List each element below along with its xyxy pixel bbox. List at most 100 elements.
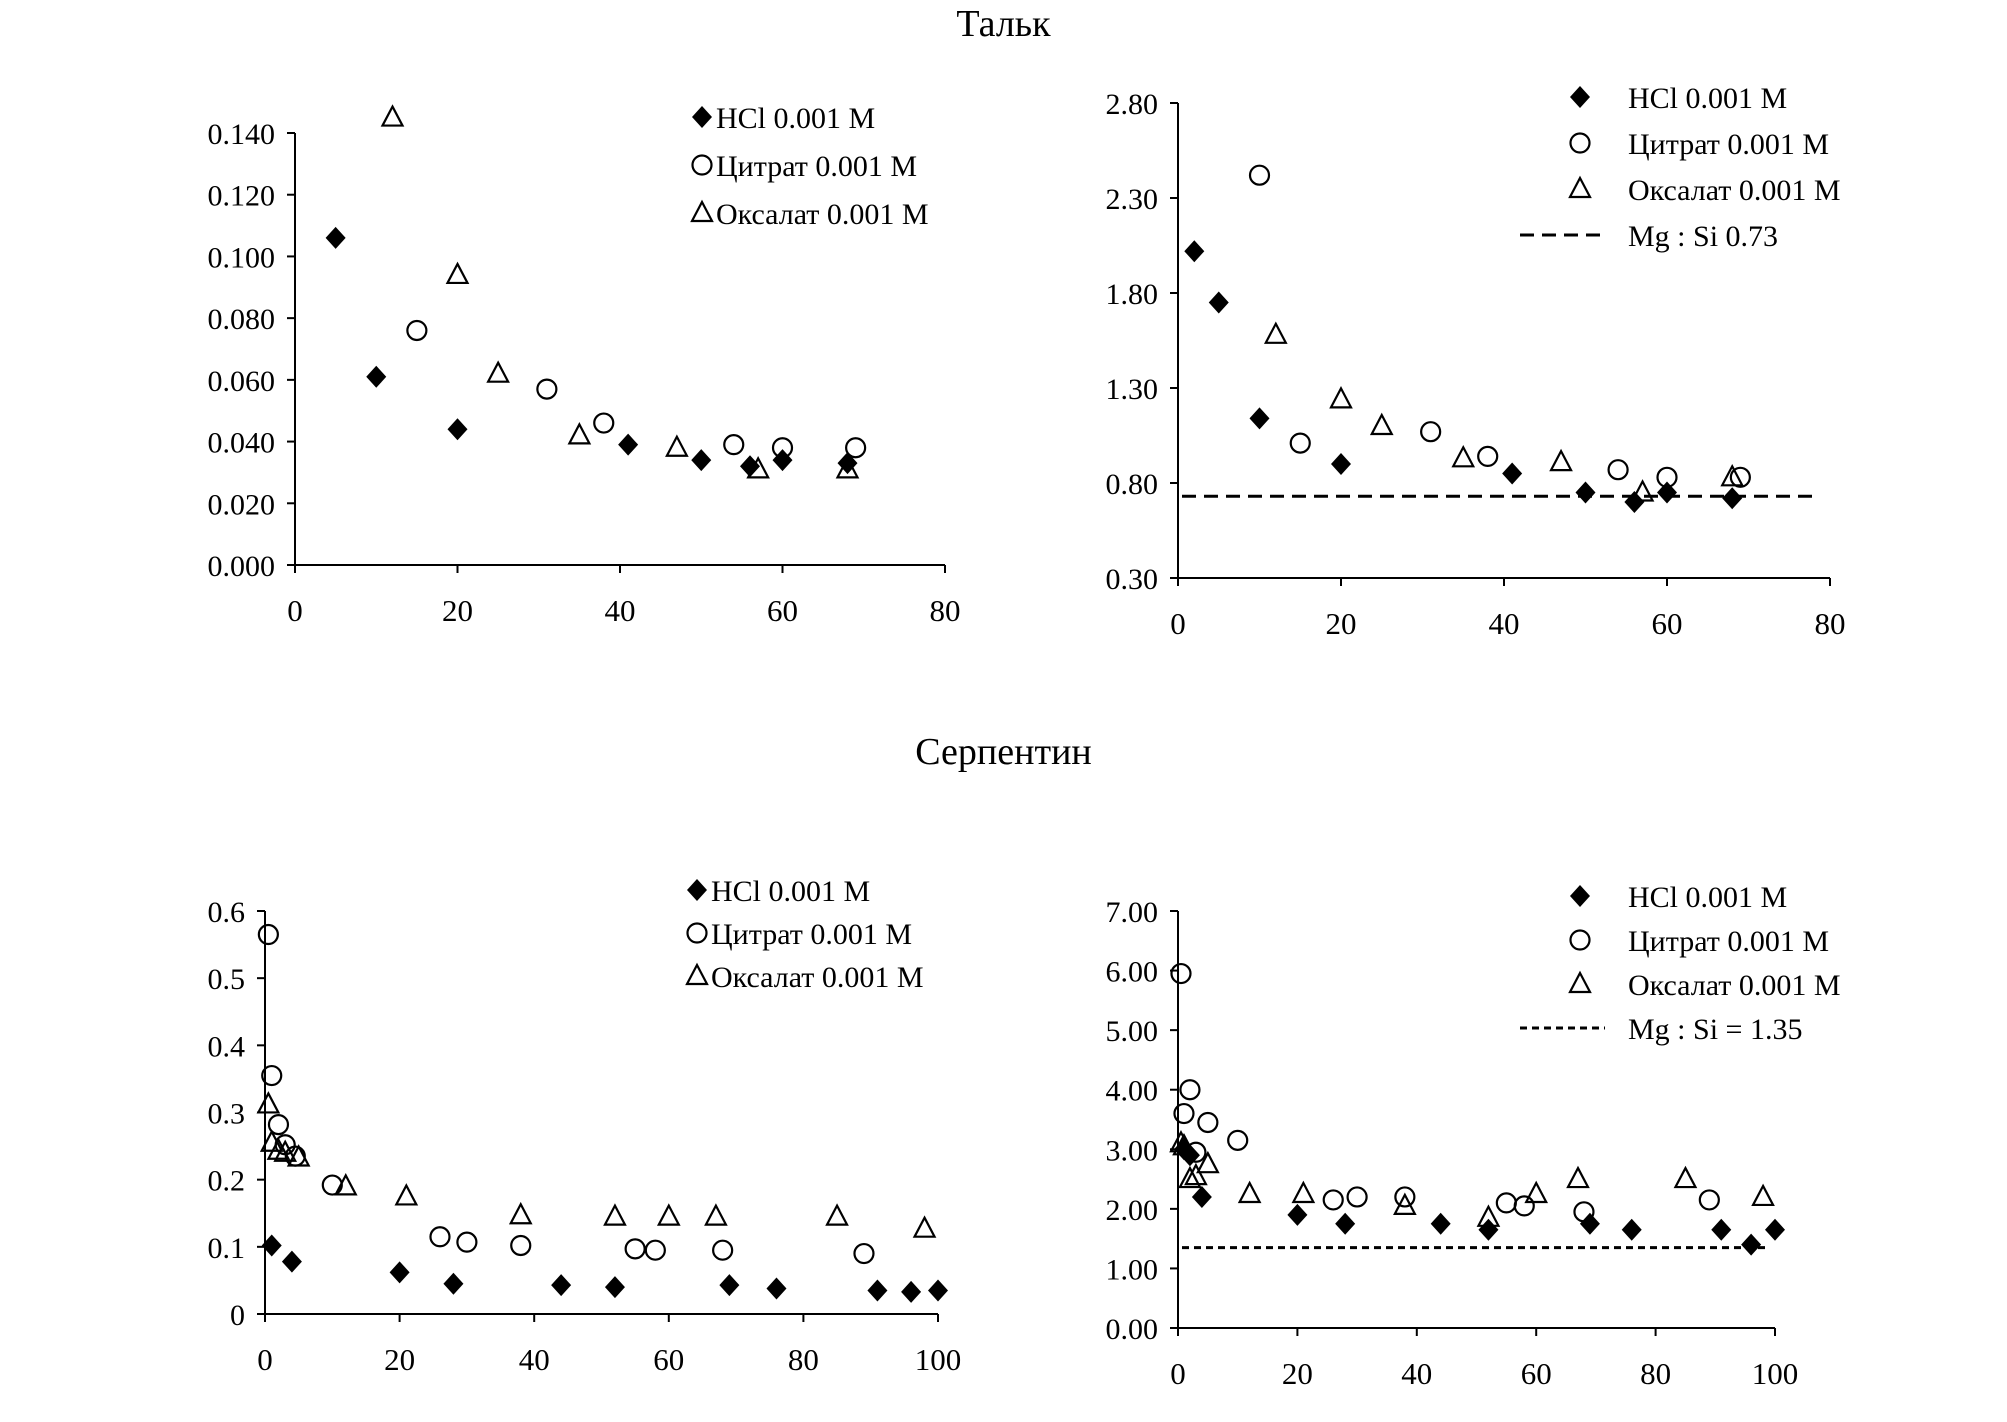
diamond-filled-point (1624, 491, 1645, 513)
y-tick-label: 1.00 (1106, 1253, 1159, 1286)
y-tick-label: 0.040 (208, 427, 276, 460)
triangle-open-point (665, 434, 689, 457)
triangle-open-point (1720, 463, 1745, 487)
x-tick-label: 60 (1652, 606, 1683, 641)
legend-circle-open-icon (686, 922, 708, 944)
triangle-open-point (273, 1139, 298, 1162)
triangle-open-point (1673, 1165, 1698, 1189)
x-tick-label: 40 (1489, 606, 1520, 641)
triangle-open-point (835, 455, 860, 479)
circle-open-point (1179, 1079, 1201, 1101)
x-tick-label: 0 (1170, 606, 1186, 641)
x-tick-label: 80 (1640, 1356, 1671, 1391)
legend-label: Оксалат 0.001 M (1628, 969, 1841, 1002)
legend-label: Mg : Si = 1.35 (1628, 1013, 1802, 1046)
triangle-open-point (746, 455, 770, 479)
x-tick-label: 20 (442, 593, 473, 628)
circle-open-point (321, 1174, 343, 1196)
x-tick-label: 80 (788, 1342, 819, 1377)
circle-open-point (257, 923, 279, 946)
y-tick-label: 0.80 (1106, 468, 1159, 501)
legend-triangle-open-icon (690, 199, 714, 223)
legend-label: HCl 0.001 M (1628, 82, 1787, 115)
diamond-filled-point (1722, 487, 1743, 510)
y-tick-label: 0.000 (208, 550, 276, 583)
y-tick-label: 0.100 (208, 241, 276, 274)
circle-open-point (1170, 962, 1192, 985)
y-tick-label: 0.5 (208, 963, 246, 996)
circle-open-point (1248, 164, 1271, 186)
diamond-filled-point (1575, 481, 1596, 504)
diamond-filled-point (1478, 1218, 1499, 1241)
triangle-open-point (508, 1201, 533, 1225)
triangle-open-point (1172, 1132, 1196, 1156)
y-tick-label: 1.80 (1106, 278, 1159, 311)
y-tick-label: 1.30 (1106, 373, 1159, 406)
triangle-open-point (1329, 386, 1353, 409)
x-tick-label: 100 (1752, 1356, 1799, 1391)
diamond-filled-point (551, 1274, 572, 1297)
circle-open-point (1729, 466, 1751, 488)
x-tick-label: 80 (1815, 606, 1846, 641)
circle-open-point (845, 437, 867, 459)
y-tick-label: 0.060 (208, 365, 276, 398)
circle-open-point (723, 434, 745, 456)
circle-open-point (644, 1239, 666, 1261)
y-tick-label: 0 (230, 1299, 245, 1332)
triangle-open-point (445, 261, 470, 285)
talc-concentration-chart: 0.000 0.020 0.040 0.060 0.080 0.100 0.120 0.140… (208, 102, 961, 628)
diamond-filled-point (261, 1234, 282, 1257)
y-tick-label: 0.30 (1106, 563, 1159, 596)
circle-open-point (771, 437, 794, 459)
triangle-open-point (704, 1203, 728, 1226)
diamond-filled-point (719, 1274, 740, 1297)
x-tick-label: 100 (915, 1342, 962, 1377)
x-tick-label: 20 (1282, 1356, 1313, 1391)
circle-open-point (1322, 1189, 1344, 1211)
x-tick-label: 20 (1326, 606, 1357, 641)
diamond-filled-point (772, 449, 793, 472)
circle-open-point (1573, 1201, 1595, 1223)
legend-circle-open-icon (1569, 132, 1591, 154)
circle-open-point (1346, 1186, 1368, 1208)
y-tick-label: 0.020 (208, 488, 276, 521)
circle-open-point (1477, 445, 1499, 467)
triangle-open-point (1263, 321, 1288, 344)
triangle-open-point (1566, 1165, 1590, 1189)
legend-label: Оксалат 0.001 M (716, 198, 929, 231)
legend-label: HCl 0.001 M (1628, 881, 1787, 914)
circle-open-point (1289, 432, 1311, 454)
diamond-filled-point (447, 418, 468, 441)
circle-open-point (1607, 459, 1629, 481)
legend-diamond-filled-icon (1570, 885, 1590, 907)
triangle-open-point (256, 1091, 281, 1114)
circle-open-point (624, 1238, 646, 1260)
legend-diamond-filled-icon (687, 879, 707, 901)
diamond-filled-point (1191, 1185, 1212, 1208)
y-tick-label: 0.080 (208, 303, 276, 336)
circle-open-point (267, 1113, 290, 1136)
diamond-filled-point (901, 1280, 922, 1303)
legend-label: Оксалат 0.001 M (1628, 174, 1841, 207)
triangle-open-point (912, 1215, 937, 1238)
legend-diamond-filled-icon (692, 106, 712, 128)
circle-open-point (429, 1226, 451, 1248)
x-tick-label: 60 (1521, 1356, 1552, 1391)
triangle-open-point (1524, 1180, 1549, 1204)
diamond-filled-point (1208, 291, 1229, 314)
circle-open-point (853, 1242, 875, 1265)
diamond-filled-point (766, 1277, 787, 1300)
diamond-filled-point (1287, 1203, 1308, 1226)
legend-label: Цитрат 0.001 M (1628, 925, 1829, 958)
diamond-filled-point (1741, 1233, 1762, 1256)
triangle-open-point (567, 422, 592, 445)
diamond-filled-point (366, 365, 387, 388)
circle-open-point (1197, 1111, 1219, 1134)
x-tick-label: 60 (767, 593, 798, 628)
diamond-filled-point (604, 1276, 625, 1299)
triangle-open-point (266, 1137, 291, 1160)
legend-label: Mg : Si 0.73 (1628, 220, 1778, 253)
triangle-open-point (1476, 1204, 1501, 1227)
triangle-open-point (380, 104, 405, 127)
circle-open-point (536, 378, 558, 400)
